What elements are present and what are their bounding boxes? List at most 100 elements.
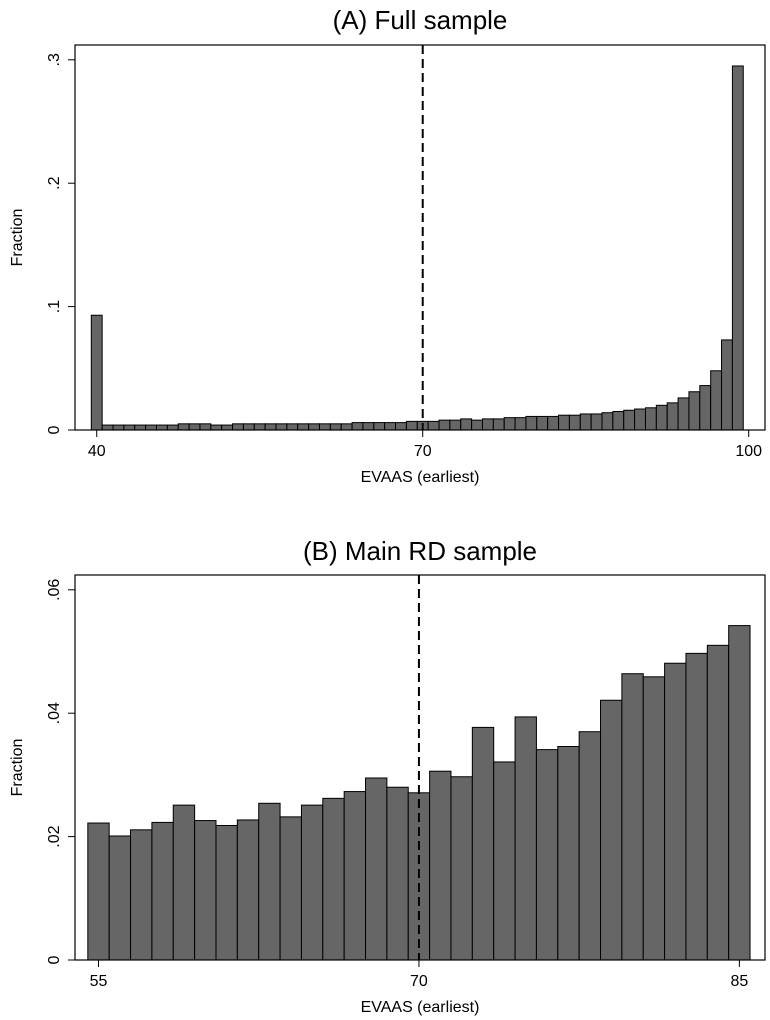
bar [166,424,179,431]
bar [199,423,212,431]
bar [634,408,646,431]
y-axis-title: Fraction [9,739,26,797]
bar [664,662,687,961]
y-tick-label: .2 [46,176,63,189]
bar [130,829,153,961]
bar [215,824,238,961]
bar [232,423,244,431]
bar [677,397,690,431]
x-axis-title: EVAAS (earliest) [361,999,480,1016]
bar [236,819,260,961]
bar [242,423,255,431]
bar [699,385,712,431]
y-tick-label: 0 [46,425,63,434]
bar [450,776,473,961]
bar [731,65,744,431]
x-tick-label: 85 [730,973,748,990]
bar [112,424,125,431]
bar [578,731,602,961]
x-tick-label: 40 [88,443,106,460]
bar [386,786,409,961]
bar [514,417,527,431]
bar [536,415,549,431]
bar [123,424,136,431]
bar [600,699,623,961]
bar [471,419,483,431]
bar [87,822,110,961]
y-tick-label: .3 [46,53,63,66]
y-tick-label: 0 [46,955,63,964]
bar [221,424,234,431]
bar [493,761,516,961]
bar [297,423,310,431]
plot-frame [74,44,766,431]
bar [449,419,462,431]
bar [721,339,733,431]
x-tick-label: 70 [414,443,432,460]
bar [177,423,190,431]
y-tick-label: .06 [46,579,63,601]
plot-frame [74,574,766,961]
y-tick-label: .04 [46,702,63,724]
bar [194,820,217,961]
bar [642,676,666,961]
y-axis-title: Fraction [9,209,26,267]
y-tick-label: .1 [46,300,63,313]
bar [558,414,570,431]
bar [601,412,614,431]
bar [264,423,277,431]
bar [134,424,147,431]
bar [590,413,603,431]
bar [318,423,331,431]
bar [308,423,320,431]
bar [623,409,636,431]
bar [547,415,560,431]
bar [151,821,174,961]
bar [286,423,299,431]
bar [644,407,657,431]
bar [481,418,494,431]
bar [172,804,196,961]
bar [405,420,418,431]
bar [557,746,580,961]
x-tick-label: 70 [410,973,428,990]
bar [568,414,581,431]
chart-title: (B) Main RD sample [303,536,537,566]
bar [621,673,644,961]
bar [685,652,708,961]
y-tick-label: .02 [46,825,63,847]
bar [612,410,625,431]
bar [90,314,103,431]
bar [210,424,223,431]
bar [438,419,451,431]
bar [514,716,537,961]
bar [329,423,342,431]
bar [343,791,367,961]
bar [655,404,668,431]
x-tick-label: 100 [735,443,762,460]
bar [351,422,364,431]
bar [188,423,201,431]
bar [279,816,302,961]
bar [728,625,751,961]
bar [365,777,388,961]
bar [579,413,592,431]
bar [275,423,288,431]
bar [471,726,495,961]
bar [429,770,452,961]
bar [108,835,132,961]
bar [427,420,440,431]
bar [384,422,397,431]
chart-title: (A) Full sample [333,5,508,35]
bar [340,423,353,431]
bar [253,423,266,431]
bar [258,802,281,961]
x-axis-title: EVAAS (earliest) [361,469,480,486]
bar [395,422,407,431]
bar [525,415,538,431]
bar [101,424,114,431]
bar [688,391,701,431]
bar [535,749,559,961]
bar [492,418,505,431]
